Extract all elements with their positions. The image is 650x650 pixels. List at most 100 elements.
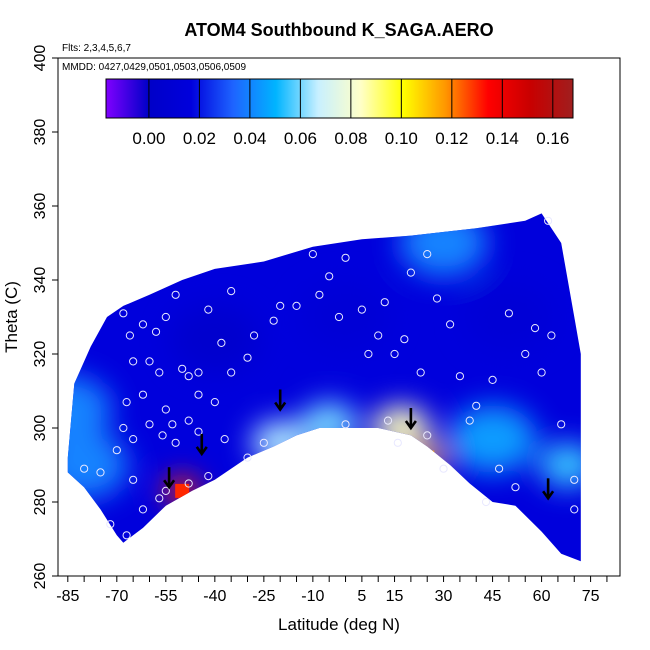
observation-point (119, 423, 128, 433)
observation-point (383, 416, 393, 425)
colorbar-tick-label: 0.16 (536, 129, 569, 148)
x-tick-label: -85 (56, 588, 79, 605)
y-axis: 260 280 300 320 340 360 380 400 (32, 45, 58, 590)
observation-point (400, 335, 409, 344)
x-tick-label: -25 (252, 588, 275, 605)
observation-point (488, 375, 497, 384)
colorbar-tick-label: 0.08 (334, 129, 367, 148)
observation-point (423, 250, 432, 259)
observation-point (158, 431, 167, 440)
observation-point (537, 368, 546, 377)
observation-point (80, 464, 89, 473)
colorbar-tick-label: 0.06 (284, 129, 317, 148)
chart-title: ATOM4 Southbound K_SAGA.AERO (184, 20, 493, 40)
field-hotspot (175, 483, 190, 498)
observation-point (204, 472, 213, 481)
colorbar-tick-label: 0.02 (183, 129, 216, 148)
colorbar-gradient (105, 78, 574, 119)
observation-point (364, 349, 373, 359)
x-tick-label: 5 (357, 588, 366, 605)
plot-area: MMDD: 0427,0429,0501,0503,0506,0509 0.00… (57, 57, 621, 577)
observation-point (210, 398, 219, 407)
observation-point (138, 390, 148, 399)
observation-point (243, 453, 252, 462)
x-tick-label: 75 (582, 588, 600, 605)
colorbar-tick-label: 0.04 (233, 129, 266, 148)
arrows-layer (163, 389, 555, 501)
observation-point (276, 301, 285, 310)
x-axis-label: Latitude (deg N) (278, 615, 400, 634)
dates-note: MMDD: 0427,0429,0501,0503,0506,0509 (62, 62, 246, 73)
observation-point (423, 431, 432, 440)
observation-point (416, 368, 425, 377)
observation-point (511, 483, 520, 492)
observation-point (106, 520, 115, 529)
observation-point (504, 309, 514, 318)
observation-point (308, 250, 317, 259)
observation-point (243, 353, 252, 362)
observation-point (155, 494, 164, 503)
field-zone (301, 283, 390, 351)
observation-point (161, 405, 170, 414)
colorbar-tick-label: 0.00 (132, 129, 165, 148)
y-tick-label: 400 (32, 45, 49, 72)
observation-point (171, 290, 180, 299)
y-tick-label: 340 (32, 267, 49, 294)
observation-point (194, 368, 203, 377)
observation-point (530, 324, 540, 333)
observation-point (194, 390, 203, 399)
observation-point (432, 294, 442, 303)
colorbar-tick-label: 0.12 (435, 129, 468, 148)
observation-point (161, 312, 170, 322)
colorbar-tick-label: 0.14 (486, 129, 519, 148)
observation-point (204, 305, 213, 314)
observation-point (380, 298, 389, 307)
observation-point (393, 438, 402, 447)
observation-point (521, 349, 530, 359)
observation-point (129, 435, 138, 444)
observation-point (341, 253, 350, 262)
y-tick-label: 320 (32, 341, 49, 368)
x-tick-label: -40 (203, 588, 226, 605)
observation-point (96, 468, 105, 477)
down-arrow (274, 389, 287, 412)
observation-point (129, 475, 138, 484)
flights-note: Flts: 2,3,4,5,6,7 (62, 43, 131, 54)
observation-point (390, 349, 399, 359)
x-tick-label: -10 (301, 588, 324, 605)
y-tick-label: 300 (32, 415, 49, 442)
observation-point (119, 309, 128, 318)
observation-point (570, 475, 579, 484)
observation-point (269, 316, 278, 325)
observation-point (155, 368, 164, 377)
observation-point (125, 331, 134, 340)
observation-point (439, 464, 448, 473)
observation-point (129, 357, 138, 366)
observation-point (112, 446, 121, 455)
observation-point (325, 272, 334, 281)
y-tick-label: 260 (32, 563, 49, 590)
down-arrow (163, 467, 176, 490)
observation-point (227, 368, 236, 377)
x-tick-label: 15 (386, 588, 404, 605)
observation-point (570, 505, 579, 514)
observation-point (138, 320, 148, 329)
observation-point (334, 312, 344, 322)
observation-point (249, 331, 259, 340)
y-tick-label: 280 (32, 489, 49, 516)
down-arrow (542, 478, 555, 501)
y-tick-label: 380 (32, 119, 49, 146)
observation-point (138, 505, 148, 514)
observation-point (184, 416, 193, 425)
observation-point (495, 464, 504, 473)
observation-point (178, 364, 187, 373)
observation-point (292, 301, 301, 310)
observation-point (184, 372, 193, 381)
observation-points (80, 216, 579, 540)
observation-point (481, 497, 491, 507)
observation-point (145, 357, 154, 366)
observation-point (544, 216, 553, 225)
observation-point (122, 398, 131, 407)
x-axis: -85 -70 -55 -40 -25 -10 5 15 30 45 60 75 (56, 576, 608, 605)
